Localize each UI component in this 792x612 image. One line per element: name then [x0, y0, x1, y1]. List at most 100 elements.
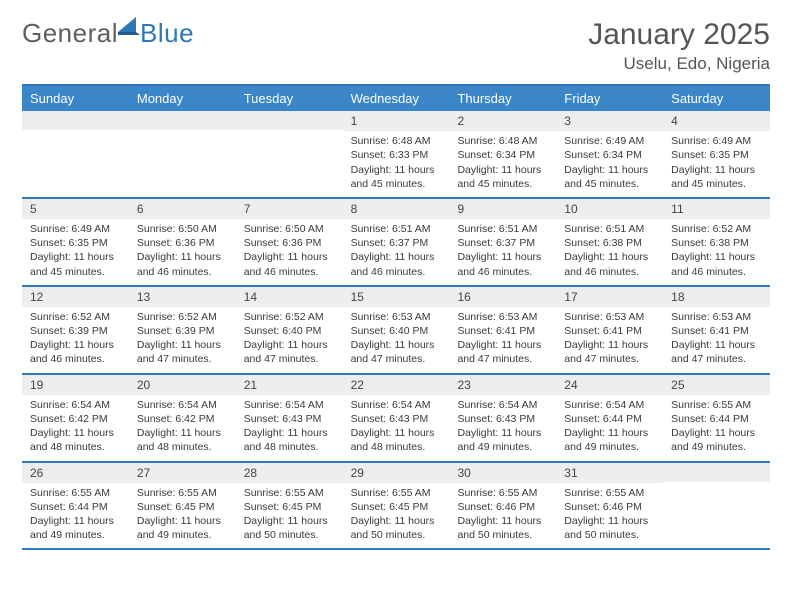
day-number — [663, 463, 770, 482]
sunrise-text: Sunrise: 6:52 AM — [30, 310, 121, 324]
sunset-text: Sunset: 6:35 PM — [30, 236, 121, 250]
daylight-text: Daylight: 11 hours and 46 minutes. — [137, 250, 228, 278]
sunset-text: Sunset: 6:44 PM — [564, 412, 655, 426]
day-cell: 26Sunrise: 6:55 AMSunset: 6:44 PMDayligh… — [22, 463, 129, 549]
daylight-text: Daylight: 11 hours and 46 minutes. — [457, 250, 548, 278]
sunset-text: Sunset: 6:45 PM — [244, 500, 335, 514]
day-number: 22 — [343, 375, 450, 395]
sunrise-text: Sunrise: 6:48 AM — [351, 134, 442, 148]
daylight-text: Daylight: 11 hours and 47 minutes. — [137, 338, 228, 366]
sunrise-text: Sunrise: 6:54 AM — [351, 398, 442, 412]
sunrise-text: Sunrise: 6:48 AM — [457, 134, 548, 148]
daylight-text: Daylight: 11 hours and 49 minutes. — [137, 514, 228, 542]
daylight-text: Daylight: 11 hours and 49 minutes. — [671, 426, 762, 454]
day-body: Sunrise: 6:55 AMSunset: 6:46 PMDaylight:… — [449, 483, 556, 549]
sunset-text: Sunset: 6:45 PM — [137, 500, 228, 514]
sunrise-text: Sunrise: 6:55 AM — [457, 486, 548, 500]
day-body: Sunrise: 6:55 AMSunset: 6:44 PMDaylight:… — [663, 395, 770, 461]
sunrise-text: Sunrise: 6:50 AM — [137, 222, 228, 236]
day-body: Sunrise: 6:49 AMSunset: 6:34 PMDaylight:… — [556, 131, 663, 197]
day-cell: 8Sunrise: 6:51 AMSunset: 6:37 PMDaylight… — [343, 199, 450, 285]
sunset-text: Sunset: 6:34 PM — [457, 148, 548, 162]
sunset-text: Sunset: 6:36 PM — [244, 236, 335, 250]
day-body: Sunrise: 6:52 AMSunset: 6:39 PMDaylight:… — [129, 307, 236, 373]
daylight-text: Daylight: 11 hours and 48 minutes. — [137, 426, 228, 454]
sunrise-text: Sunrise: 6:54 AM — [244, 398, 335, 412]
day-number: 6 — [129, 199, 236, 219]
day-body — [22, 130, 129, 139]
day-cell: 27Sunrise: 6:55 AMSunset: 6:45 PMDayligh… — [129, 463, 236, 549]
sunrise-text: Sunrise: 6:54 AM — [564, 398, 655, 412]
daylight-text: Daylight: 11 hours and 45 minutes. — [564, 163, 655, 191]
day-number: 11 — [663, 199, 770, 219]
daylight-text: Daylight: 11 hours and 49 minutes. — [30, 514, 121, 542]
day-header: Thursday — [449, 86, 556, 111]
day-number: 18 — [663, 287, 770, 307]
day-cell: 4Sunrise: 6:49 AMSunset: 6:35 PMDaylight… — [663, 111, 770, 197]
location-text: Uselu, Edo, Nigeria — [588, 54, 770, 74]
sunset-text: Sunset: 6:42 PM — [30, 412, 121, 426]
day-cell: 15Sunrise: 6:53 AMSunset: 6:40 PMDayligh… — [343, 287, 450, 373]
day-number — [236, 111, 343, 130]
sunrise-text: Sunrise: 6:54 AM — [30, 398, 121, 412]
sunrise-text: Sunrise: 6:53 AM — [671, 310, 762, 324]
day-number: 16 — [449, 287, 556, 307]
sunset-text: Sunset: 6:44 PM — [30, 500, 121, 514]
day-number — [129, 111, 236, 130]
day-cell: 13Sunrise: 6:52 AMSunset: 6:39 PMDayligh… — [129, 287, 236, 373]
day-number: 21 — [236, 375, 343, 395]
daylight-text: Daylight: 11 hours and 45 minutes. — [671, 163, 762, 191]
daylight-text: Daylight: 11 hours and 45 minutes. — [457, 163, 548, 191]
day-body: Sunrise: 6:48 AMSunset: 6:33 PMDaylight:… — [343, 131, 450, 197]
day-cell — [663, 463, 770, 549]
day-cell: 21Sunrise: 6:54 AMSunset: 6:43 PMDayligh… — [236, 375, 343, 461]
day-body: Sunrise: 6:54 AMSunset: 6:42 PMDaylight:… — [22, 395, 129, 461]
day-cell: 20Sunrise: 6:54 AMSunset: 6:42 PMDayligh… — [129, 375, 236, 461]
day-body — [663, 482, 770, 491]
day-body: Sunrise: 6:50 AMSunset: 6:36 PMDaylight:… — [236, 219, 343, 285]
day-body: Sunrise: 6:53 AMSunset: 6:40 PMDaylight:… — [343, 307, 450, 373]
day-cell: 18Sunrise: 6:53 AMSunset: 6:41 PMDayligh… — [663, 287, 770, 373]
sunrise-text: Sunrise: 6:55 AM — [351, 486, 442, 500]
sunset-text: Sunset: 6:46 PM — [457, 500, 548, 514]
day-cell — [236, 111, 343, 197]
daylight-text: Daylight: 11 hours and 46 minutes. — [30, 338, 121, 366]
daylight-text: Daylight: 11 hours and 50 minutes. — [244, 514, 335, 542]
day-number: 7 — [236, 199, 343, 219]
day-number: 26 — [22, 463, 129, 483]
sunset-text: Sunset: 6:35 PM — [671, 148, 762, 162]
sunset-text: Sunset: 6:43 PM — [457, 412, 548, 426]
sunset-text: Sunset: 6:40 PM — [351, 324, 442, 338]
day-body — [236, 130, 343, 139]
sunrise-text: Sunrise: 6:51 AM — [351, 222, 442, 236]
sunrise-text: Sunrise: 6:49 AM — [30, 222, 121, 236]
sunrise-text: Sunrise: 6:51 AM — [457, 222, 548, 236]
day-body: Sunrise: 6:50 AMSunset: 6:36 PMDaylight:… — [129, 219, 236, 285]
sunrise-text: Sunrise: 6:50 AM — [244, 222, 335, 236]
daylight-text: Daylight: 11 hours and 47 minutes. — [671, 338, 762, 366]
daylight-text: Daylight: 11 hours and 47 minutes. — [457, 338, 548, 366]
day-cell: 3Sunrise: 6:49 AMSunset: 6:34 PMDaylight… — [556, 111, 663, 197]
sunset-text: Sunset: 6:45 PM — [351, 500, 442, 514]
day-body: Sunrise: 6:55 AMSunset: 6:45 PMDaylight:… — [343, 483, 450, 549]
day-number: 5 — [22, 199, 129, 219]
day-body: Sunrise: 6:54 AMSunset: 6:43 PMDaylight:… — [449, 395, 556, 461]
day-body: Sunrise: 6:51 AMSunset: 6:37 PMDaylight:… — [343, 219, 450, 285]
sunset-text: Sunset: 6:42 PM — [137, 412, 228, 426]
day-body: Sunrise: 6:53 AMSunset: 6:41 PMDaylight:… — [663, 307, 770, 373]
sunset-text: Sunset: 6:46 PM — [564, 500, 655, 514]
sunrise-text: Sunrise: 6:53 AM — [351, 310, 442, 324]
day-number: 9 — [449, 199, 556, 219]
sunrise-text: Sunrise: 6:52 AM — [244, 310, 335, 324]
day-cell: 28Sunrise: 6:55 AMSunset: 6:45 PMDayligh… — [236, 463, 343, 549]
day-cell — [129, 111, 236, 197]
week-row: 19Sunrise: 6:54 AMSunset: 6:42 PMDayligh… — [22, 375, 770, 463]
sunrise-text: Sunrise: 6:52 AM — [671, 222, 762, 236]
header: General Blue January 2025 Uselu, Edo, Ni… — [22, 18, 770, 74]
sunrise-text: Sunrise: 6:55 AM — [671, 398, 762, 412]
sunrise-text: Sunrise: 6:53 AM — [564, 310, 655, 324]
day-header: Saturday — [663, 86, 770, 111]
title-block: January 2025 Uselu, Edo, Nigeria — [588, 18, 770, 74]
sunrise-text: Sunrise: 6:55 AM — [244, 486, 335, 500]
daylight-text: Daylight: 11 hours and 50 minutes. — [351, 514, 442, 542]
